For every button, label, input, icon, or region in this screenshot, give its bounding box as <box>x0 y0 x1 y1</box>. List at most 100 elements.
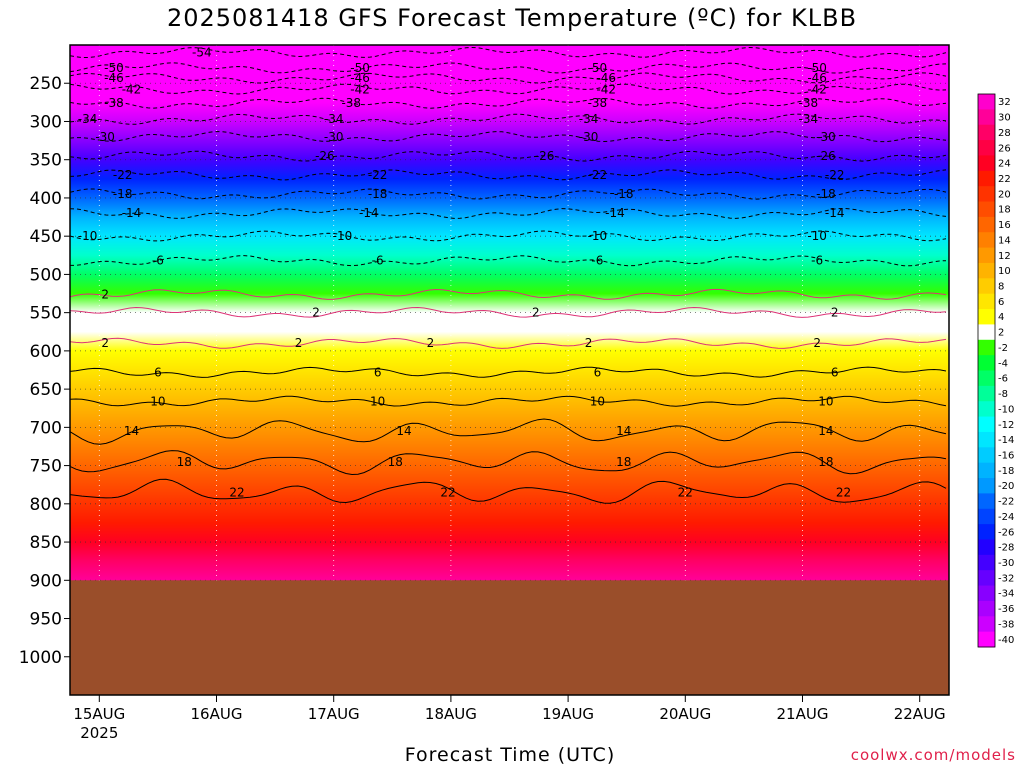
contour-line <box>69 113 947 125</box>
colorbar-swatch <box>978 585 995 602</box>
contour-line <box>69 188 947 200</box>
x-year-label: 2025 <box>80 724 118 742</box>
source-credit[interactable]: coolwx.com/models <box>850 746 1016 764</box>
colorbar: 32 30 28 26 24 22 20 18 16 14 12 10 8 6 4 2 -2 -4 -6 -8 -10 -… <box>977 93 1014 648</box>
contour-label: -14 <box>122 206 142 220</box>
x-tick-label: 21AUG <box>777 705 829 723</box>
colorbar-swatch <box>978 616 995 633</box>
contour-label: 14 <box>396 424 411 438</box>
colorbar-swatch <box>978 309 995 325</box>
colorbar-swatch <box>978 493 995 510</box>
colorbar-label: -10 <box>998 404 1014 415</box>
x-tick-label: 15AUG <box>73 705 125 723</box>
y-tick-label: 550 <box>30 304 62 324</box>
contour-label: -50 <box>104 61 124 75</box>
x-axis: 15AUG 16AUG 17AUG 18AUG 19AUG 20AUG 21AUG 22AUG… <box>73 695 946 742</box>
colorbar-swatch <box>978 201 995 218</box>
contour-label: -54 <box>192 46 212 60</box>
colorbar-label: 12 <box>998 251 1011 262</box>
contour-label: -10 <box>588 229 608 243</box>
colorbar-swatch <box>978 216 995 233</box>
colorbar-label: -30 <box>998 558 1014 569</box>
contour-label: -42 <box>350 82 370 96</box>
contour-label: -22 <box>825 168 845 182</box>
y-axis: 250 300 350 400 450 500 550 600 650 700 750 800 850 9… <box>19 74 70 668</box>
contour-label: 10 <box>590 394 605 408</box>
contour-label: 6 <box>831 365 839 379</box>
colorbar-swatch <box>978 539 995 556</box>
contour-line <box>69 207 947 219</box>
y-tick-label: 350 <box>30 151 62 171</box>
colorbar-label: 22 <box>998 174 1011 185</box>
colorbar-label: -28 <box>998 543 1014 554</box>
contour-label: -38 <box>588 96 608 110</box>
x-tick-label: 20AUG <box>659 705 711 723</box>
colorbar-swatch <box>978 524 995 540</box>
colorbar-swatch <box>978 324 995 341</box>
contour-label: 6 <box>154 365 162 379</box>
contour-label: -26 <box>315 149 335 163</box>
colorbar-label: -4 <box>998 358 1008 369</box>
contour-line <box>69 150 947 162</box>
y-tick-label: 450 <box>30 227 62 247</box>
colorbar-label: -2 <box>998 343 1008 354</box>
colorbar-swatch <box>978 278 995 295</box>
contour-lines: -54-50 -50 -50 -50-46 -46 -46 -46-42 -42 -42 -42-… <box>69 46 947 504</box>
colorbar-label: 2 <box>998 328 1004 339</box>
colorbar-frame <box>977 93 996 648</box>
contour-line <box>69 288 947 300</box>
x-tick-label: 18AUG <box>425 705 477 723</box>
x-axis-label: Forecast Time (UTC) <box>404 744 616 766</box>
colorbar-swatch <box>978 462 995 479</box>
contour-line <box>69 131 947 143</box>
contour-label: -34 <box>78 112 98 126</box>
colorbar-swatch <box>978 355 995 371</box>
colorbar-label: 4 <box>998 312 1004 323</box>
colorbar-swatch <box>978 447 995 464</box>
contour-label: -18 <box>368 187 388 201</box>
colorbar-label: -26 <box>998 527 1014 538</box>
colorbar-label: -36 <box>998 604 1014 615</box>
contour-label: 14 <box>616 424 631 438</box>
y-tick-label: 1000 <box>19 648 62 668</box>
contour-label: -22 <box>113 168 133 182</box>
y-tick-label: 750 <box>30 457 62 477</box>
contour-label: -6 <box>591 254 603 268</box>
ground-fill <box>70 580 949 695</box>
contour-label: 2 <box>427 336 435 350</box>
colorbar-swatch <box>978 570 995 587</box>
contour-line <box>69 306 947 318</box>
y-tick-label: 950 <box>30 610 62 630</box>
y-tick-label: 300 <box>30 112 62 132</box>
colorbar-label: -20 <box>998 481 1014 492</box>
contour-label: -6 <box>152 254 164 268</box>
colorbar-label: -18 <box>998 466 1014 477</box>
colorbar-label: 24 <box>998 159 1011 170</box>
contour-label: -10 <box>807 229 827 243</box>
colorbar-label: -38 <box>998 619 1014 630</box>
colorbar-swatch <box>978 155 995 172</box>
y-tick-label: 850 <box>30 533 62 553</box>
colorbar-label: -24 <box>998 512 1014 523</box>
contour-label: -14 <box>825 206 845 220</box>
colorbar-label: 26 <box>998 143 1011 154</box>
y-tick-label: 400 <box>30 189 62 209</box>
colorbar-label: -6 <box>998 374 1008 385</box>
contour-label: 2 <box>312 306 320 320</box>
contour-label: -30 <box>579 130 599 144</box>
x-tick-label: 16AUG <box>191 705 243 723</box>
colorbar-label: -14 <box>998 435 1014 446</box>
contour-line <box>69 46 947 58</box>
contour-label: -34 <box>579 112 599 126</box>
colorbar-swatch <box>978 631 995 648</box>
contour-line <box>69 72 947 84</box>
contour-line <box>69 478 947 504</box>
colorbar-swatch <box>978 385 995 402</box>
contour-label: -18 <box>614 187 634 201</box>
contour-label: 10 <box>818 394 833 408</box>
contour-line <box>69 418 947 445</box>
contour-label: -30 <box>95 130 115 144</box>
colorbar-swatch <box>978 94 995 110</box>
contour-label: -30 <box>324 130 344 144</box>
